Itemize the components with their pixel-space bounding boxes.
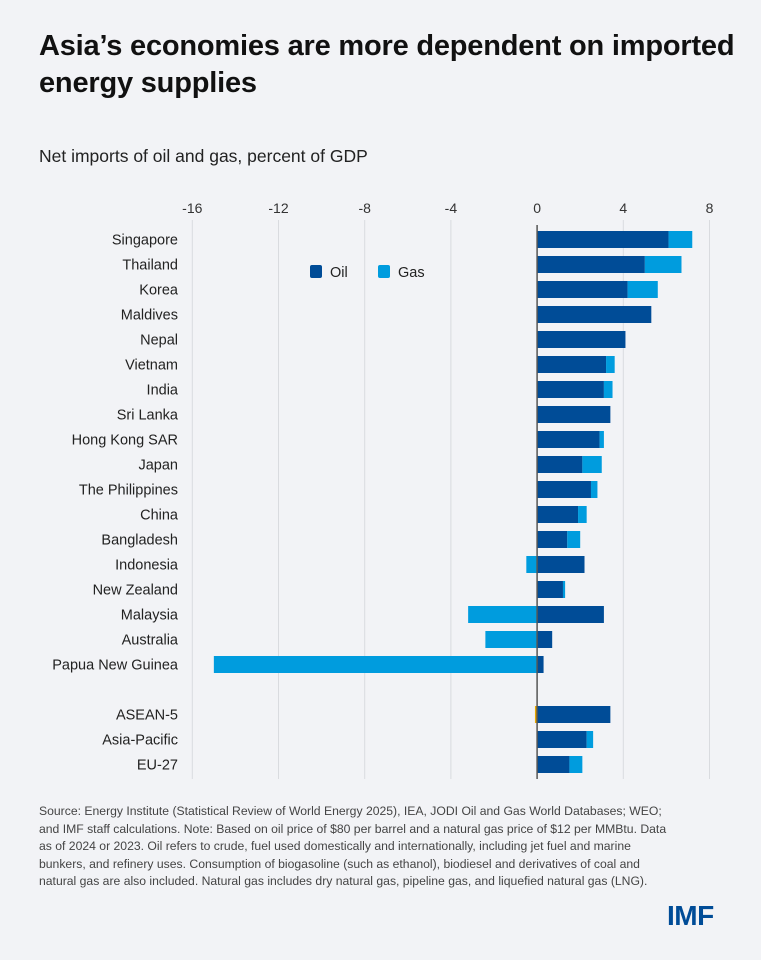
bar-oil xyxy=(537,606,604,623)
category-label: Papua New Guinea xyxy=(52,658,179,674)
chart-title: Asia’s economies are more dependent on i… xyxy=(39,30,735,99)
bar-oil xyxy=(537,231,669,248)
bar-oil xyxy=(537,331,626,348)
category-label: Nepal xyxy=(140,333,178,349)
category-label: ASEAN-5 xyxy=(116,708,178,724)
bar-gas xyxy=(668,231,693,248)
x-tick-label: 4 xyxy=(619,200,627,216)
category-label: Sri Lanka xyxy=(117,408,179,424)
bar-oil xyxy=(537,356,607,373)
category-label: Hong Kong SAR xyxy=(72,433,178,449)
bar-oil xyxy=(537,506,579,523)
bar-oil xyxy=(537,406,611,423)
bar-oil xyxy=(537,556,585,573)
bar-gas xyxy=(603,381,613,398)
category-label: Maldives xyxy=(121,308,178,324)
imf-logo: IMF xyxy=(667,900,714,931)
bar-gas xyxy=(606,356,615,373)
x-tick-label: -4 xyxy=(445,200,458,216)
category-label: The Philippines xyxy=(79,483,178,499)
bar-gas xyxy=(599,431,604,448)
bar-oil xyxy=(537,656,544,673)
category-labels: Singapore Thailand Korea Maldives Nepal Vietn… xyxy=(52,233,179,774)
bar-gas xyxy=(590,481,598,498)
x-tick-label: -16 xyxy=(182,200,202,216)
chart-subtitle: Net imports of oil and gas, percent of G… xyxy=(39,146,368,166)
legend-swatch-gas xyxy=(378,265,390,278)
bar-oil xyxy=(537,531,568,548)
category-label: Asia-Pacific xyxy=(102,733,178,749)
x-tick-label: 8 xyxy=(706,200,714,216)
bar-gas xyxy=(582,456,602,473)
legend-label-gas: Gas xyxy=(398,265,425,281)
category-label: Australia xyxy=(122,633,179,649)
bar-oil xyxy=(537,481,591,498)
category-label: Malaysia xyxy=(121,608,179,624)
bar-gas xyxy=(586,731,594,748)
category-label: Thailand xyxy=(122,258,178,274)
x-axis-tick-labels: -16 -12 -8 -4 0 4 8 xyxy=(182,200,713,216)
bar-oil xyxy=(537,631,553,648)
bar-gas xyxy=(468,606,538,623)
bar-oil xyxy=(537,381,604,398)
legend: Oil Gas xyxy=(310,265,425,281)
bar-oil xyxy=(537,731,587,748)
bar-oil xyxy=(537,281,628,298)
legend-label-oil: Oil xyxy=(330,265,348,281)
bar-gas xyxy=(644,256,682,273)
bar-gas xyxy=(485,631,538,648)
bar-oil xyxy=(537,456,583,473)
x-tick-label: -12 xyxy=(268,200,288,216)
x-tick-label: -8 xyxy=(358,200,371,216)
legend-swatch-oil xyxy=(310,265,322,278)
category-label: Bangladesh xyxy=(101,533,178,549)
category-label: Japan xyxy=(138,458,178,474)
bar-oil xyxy=(537,306,652,323)
bar-gas xyxy=(567,531,581,548)
bar-oil xyxy=(537,706,611,723)
category-label: Indonesia xyxy=(115,558,179,574)
source-note: Source: Energy Institute (Statistical Re… xyxy=(39,804,667,888)
category-label: China xyxy=(140,508,179,524)
bar-gas xyxy=(562,581,566,598)
bar-gas xyxy=(569,756,583,773)
bar-oil xyxy=(537,431,600,448)
bars xyxy=(213,231,693,773)
bar-gas xyxy=(578,506,587,523)
gridlines xyxy=(191,220,710,779)
bar-gas xyxy=(213,656,538,673)
bar-oil xyxy=(537,581,563,598)
category-label: New Zealand xyxy=(93,583,178,599)
category-label: India xyxy=(147,383,179,399)
category-label: Vietnam xyxy=(125,358,178,374)
category-label: Singapore xyxy=(112,233,178,249)
bar-gas xyxy=(627,281,658,298)
bar-gas xyxy=(526,556,538,573)
bar-oil xyxy=(537,756,570,773)
bar-oil xyxy=(537,256,645,273)
x-tick-label: 0 xyxy=(533,200,541,216)
bar-gas xyxy=(534,706,538,723)
category-label: EU-27 xyxy=(137,758,178,774)
category-label: Korea xyxy=(139,283,179,299)
